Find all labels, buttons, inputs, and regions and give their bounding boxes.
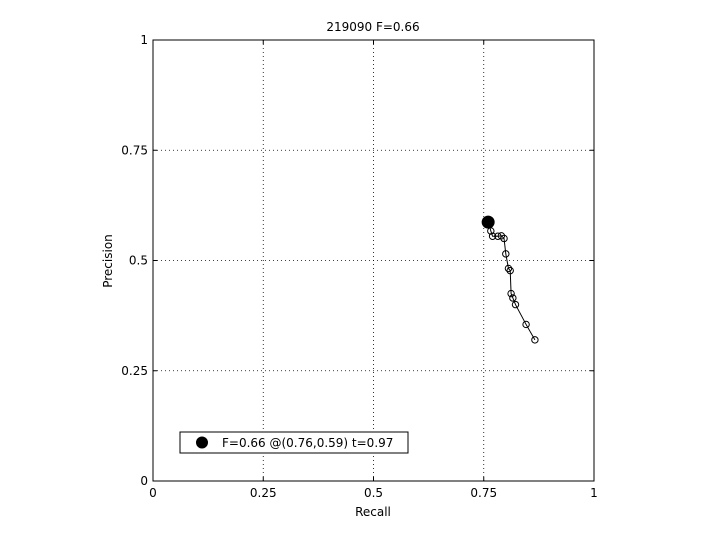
y-tick-label: 0.5: [129, 254, 148, 268]
data-point: [531, 336, 539, 344]
data-point: [509, 294, 517, 302]
y-axis-label: Precision: [101, 234, 115, 288]
legend: F=0.66 @(0.76,0.59) t=0.97: [179, 431, 409, 454]
y-tick-label: 0.75: [121, 143, 148, 157]
y-tick-label: 0: [140, 474, 148, 488]
data-point: [502, 250, 510, 258]
data-point: [504, 264, 513, 273]
legend-label: F=0.66 @(0.76,0.59) t=0.97: [222, 436, 393, 450]
series-line: [488, 223, 536, 341]
best-point-marker: [481, 215, 495, 229]
data-point: [500, 234, 508, 243]
x-tick-label: 1: [590, 486, 598, 500]
data-point: [522, 320, 530, 329]
data-point: [488, 232, 497, 240]
best-f-point: [481, 215, 495, 229]
y-tick-label: 1: [140, 33, 148, 47]
data-point: [497, 232, 506, 240]
data-point: [507, 289, 515, 298]
grid-lines: [153, 40, 594, 481]
x-tick-label: 0.75: [470, 486, 497, 500]
y-tick-label: 0.25: [121, 364, 148, 378]
x-tick-label: 0.5: [364, 486, 383, 500]
data-point: [506, 266, 514, 275]
axis-ticks: 0 0.25 0.5 0.75 1 0 0.25 0.5 0.75 1: [121, 33, 598, 500]
x-tick-label: 0.25: [250, 486, 277, 500]
data-point: [511, 300, 520, 309]
legend-box: [179, 431, 409, 454]
data-point: [494, 232, 502, 240]
x-tick-label: 0: [149, 486, 157, 500]
chart-title: 219090 F=0.66: [326, 20, 419, 34]
x-axis-label: Recall: [355, 505, 391, 519]
legend-marker: [196, 436, 208, 449]
